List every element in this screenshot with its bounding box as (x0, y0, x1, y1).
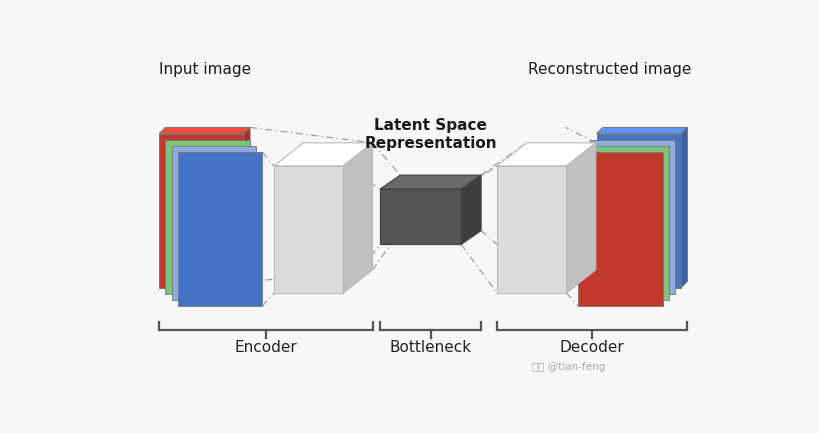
Bar (165, 140, 250, 294)
Text: Latent Space
Representation: Latent Space Representation (364, 118, 496, 151)
Text: Bottleneck: Bottleneck (389, 340, 471, 355)
Polygon shape (243, 127, 250, 288)
Bar (584, 146, 668, 300)
Polygon shape (274, 166, 343, 293)
Bar (590, 140, 674, 294)
Bar (178, 152, 262, 306)
Text: Reconstructed image: Reconstructed image (527, 62, 690, 77)
Polygon shape (566, 143, 595, 293)
Polygon shape (274, 143, 372, 166)
Polygon shape (159, 127, 250, 133)
Polygon shape (343, 143, 372, 293)
Polygon shape (460, 175, 481, 245)
Polygon shape (596, 133, 681, 288)
Text: Encoder: Encoder (234, 340, 296, 355)
Polygon shape (380, 175, 481, 189)
Text: Decoder: Decoder (559, 340, 624, 355)
Polygon shape (496, 166, 566, 293)
Polygon shape (681, 127, 686, 288)
Polygon shape (380, 189, 460, 245)
Text: Input image: Input image (159, 62, 251, 77)
Polygon shape (159, 133, 243, 288)
Text: 知乎 @tian-feng: 知乎 @tian-feng (532, 362, 604, 372)
Polygon shape (496, 143, 595, 166)
Polygon shape (596, 127, 686, 133)
Bar (171, 146, 256, 300)
Bar (577, 152, 662, 306)
